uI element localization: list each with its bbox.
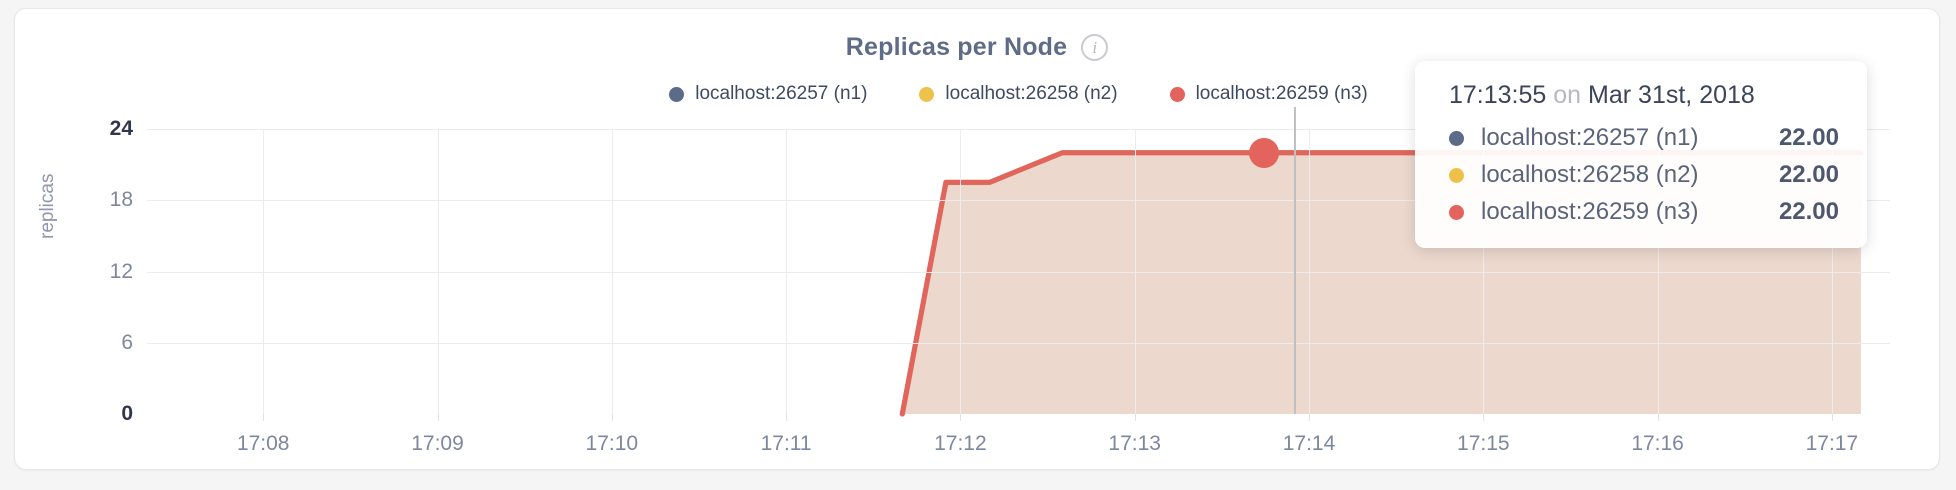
legend-item[interactable]: localhost:26259 (n3) [1169,83,1368,105]
gridline-vertical [786,129,788,414]
y-axis-label: replicas [37,173,58,239]
x-axis-tick-label: 17:13 [1108,432,1161,455]
tooltip-on-word: on [1553,81,1582,109]
gridline-horizontal [147,271,1890,273]
y-axis-tick-label: 6 [121,330,133,354]
gridline-vertical [1831,129,1833,414]
legend-color-dot [1169,86,1185,102]
legend-item-label: localhost:26258 (n2) [945,83,1118,104]
series-line [899,150,1864,417]
legend-item[interactable]: localhost:26257 (n1) [669,83,867,105]
x-axis-tick-mark [960,414,962,421]
x-axis-tick-mark [437,414,439,421]
tooltip-timestamp: 17:13:55 on Mar 31st, 2018 [1449,81,1839,110]
gridline-vertical [1657,129,1659,414]
x-axis-tick-label: 17:11 [760,432,812,455]
legend-item[interactable]: localhost:26258 (n2) [919,83,1118,105]
gridline-vertical [263,129,265,414]
x-axis-tick-label: 17:09 [411,432,464,455]
legend-item-label: localhost:26259 (n3) [1195,83,1368,104]
x-axis-tick-mark [1309,414,1310,421]
gridline-vertical [611,129,613,414]
x-axis-tick-mark [263,414,265,421]
x-axis-tick-label: 17:10 [585,432,639,455]
tooltip-series-value: 22.00 [1778,198,1839,225]
info-circle-icon[interactable]: i [1081,34,1109,61]
x-axis-tick-mark [786,414,788,421]
tooltip-series-value: 22.00 [1778,124,1839,151]
tooltip-series-row: localhost:26258 (n2) 22.00 [1449,161,1839,189]
x-axis-tick-mark [1134,414,1136,421]
tooltip-time: 17:13:55 [1449,81,1547,109]
page-title: Replicas per Node [845,33,1068,61]
tooltip-series-value: 22.00 [1778,161,1839,188]
x-axis-tick-mark [611,414,613,421]
tooltip-date: Mar 31st, 2018 [1588,81,1755,109]
x-axis-tick-label: 17:12 [934,432,987,455]
chart-header: Replicas per Node i [15,33,1939,62]
y-axis-tick-label: 24 [109,117,133,140]
gridline-horizontal [147,129,1890,130]
y-axis-tick-label: 18 [109,188,133,212]
x-axis-tick-label: 17:16 [1631,432,1684,455]
y-axis-tick-label: 12 [109,259,133,283]
replicas-per-node-card: Replicas per Node i replicas localhost:2… [14,8,1940,470]
series-color-dot [1449,204,1464,220]
x-axis-tick-mark [1483,414,1485,421]
gridline-vertical [1309,129,1310,414]
hover-point-marker[interactable] [1249,137,1280,168]
legend-color-dot [919,86,935,102]
x-axis-tick-label: 17:08 [236,432,290,455]
gridline-vertical [437,129,439,414]
legend-item-label: localhost:26257 (n1) [695,83,868,104]
tooltip-series-label: localhost:26259 (n3) [1481,198,1699,225]
x-axis-tick-label: 17:14 [1282,432,1336,455]
hover-tooltip: 17:13:55 on Mar 31st, 2018 localhost:262… [1415,61,1867,248]
series-color-dot [1449,167,1464,183]
tooltip-series-label: localhost:26258 (n2) [1481,161,1699,188]
tooltip-series-label: localhost:26257 (n1) [1481,124,1699,151]
y-axis-tick-label: 0 [121,402,133,425]
gridline-vertical [1134,129,1136,414]
tooltip-series-row: localhost:26257 (n1) 22.00 [1449,124,1839,152]
gridline-horizontal [147,200,1890,202]
chart-legend: localhost:26257 (n1) localhost:26258 (n2)… [147,83,1890,105]
x-axis-tick-label: 17:15 [1457,432,1510,455]
tooltip-series-row: localhost:26259 (n3) 22.00 [1449,198,1839,226]
x-axis-tick-mark [1831,414,1833,421]
gridline-vertical [1483,129,1485,414]
gridline-horizontal [147,342,1890,344]
gridline-vertical [960,129,962,414]
x-axis-tick-label: 17:17 [1805,432,1859,455]
x-axis-tick-mark [1657,414,1659,421]
legend-color-dot [669,86,685,102]
hover-crosshair-line [1294,107,1297,414]
series-color-dot [1449,130,1464,146]
